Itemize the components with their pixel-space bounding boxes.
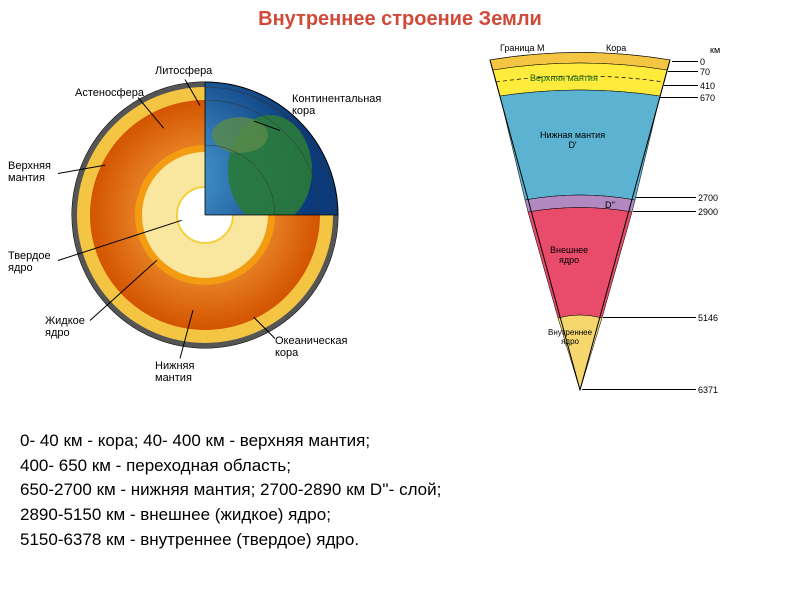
description-text: 0- 40 км - кора; 40- 400 км - верхняя ма… bbox=[0, 415, 800, 552]
depth-2900: 2900 bbox=[698, 207, 718, 217]
text-line-1: 0- 40 км - кора; 40- 400 км - верхняя ма… bbox=[20, 429, 780, 454]
label-boundary-m: Граница М bbox=[500, 43, 545, 53]
text-line-4: 2890-5150 км - внешнее (жидкое) ядро; bbox=[20, 503, 780, 528]
depth-70: 70 bbox=[700, 67, 710, 77]
globe-svg bbox=[70, 80, 340, 350]
label-crust: Кора bbox=[606, 43, 626, 53]
label-w-lower-mantle: Нижная мантия D' bbox=[540, 130, 605, 150]
label-oceanic: Океаническая кора bbox=[275, 335, 347, 359]
page-title: Внутреннее строение Земли bbox=[0, 0, 800, 35]
globe-diagram: Литосфера Астеносфера Континентальная ко… bbox=[0, 35, 410, 415]
wedge-svg bbox=[470, 40, 690, 400]
label-liquid-core: Жидкое ядро bbox=[45, 315, 85, 339]
depth-5146: 5146 bbox=[698, 313, 718, 323]
label-solid-core: Твердое ядро bbox=[8, 250, 51, 274]
text-line-3: 650-2700 км - нижняя мантия; 2700-2890 к… bbox=[20, 478, 780, 503]
label-inner-core: Внутреннее ядро bbox=[548, 328, 592, 346]
wedge-diagram: Граница М Кора Верхняя мантия Нижная ман… bbox=[410, 35, 790, 415]
label-outer-core: Внешнее ядро bbox=[550, 245, 588, 265]
label-lithosphere: Литосфера bbox=[155, 65, 212, 77]
label-lower-mantle: Нижняя мантия bbox=[155, 360, 194, 384]
label-km: км bbox=[710, 45, 720, 55]
diagram-row: Литосфера Астеносфера Континентальная ко… bbox=[0, 35, 800, 415]
label-d-double: D'' bbox=[605, 200, 615, 210]
depth-410: 410 bbox=[700, 81, 715, 91]
depth-0: 0 bbox=[700, 57, 705, 67]
depth-2700: 2700 bbox=[698, 193, 718, 203]
text-line-2: 400- 650 км - переходная область; bbox=[20, 454, 780, 479]
depth-6371: 6371 bbox=[698, 385, 718, 395]
text-line-5: 5150-6378 км - внутреннее (твердое) ядро… bbox=[20, 528, 780, 553]
label-w-upper-mantle: Верхняя мантия bbox=[530, 73, 598, 83]
depth-670: 670 bbox=[700, 93, 715, 103]
label-continental: Континентальная кора bbox=[292, 93, 381, 117]
label-asthenosphere: Астеносфера bbox=[75, 87, 144, 99]
label-upper-mantle: Верхняя мантия bbox=[8, 160, 51, 184]
